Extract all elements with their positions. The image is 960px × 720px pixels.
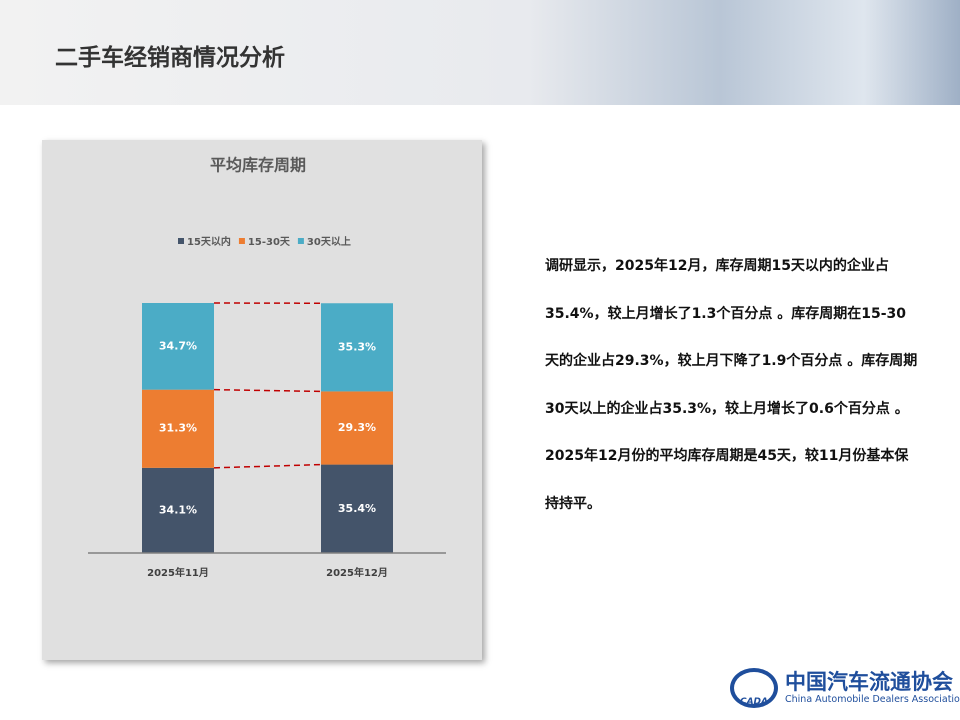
legend-label: 30天以上 [307,235,351,248]
header-band [0,0,960,105]
connector [213,463,322,469]
legend-swatch [238,238,245,244]
slide-title: 二手车经销商情况分析 [55,45,285,71]
x-tick-label: 2025年11月 [147,566,209,579]
legend-label: 15天以内 [187,235,231,248]
bar-segment [321,303,393,392]
value-label: 29.3% [338,421,376,434]
legend-swatch [178,238,184,244]
connector [213,388,322,393]
legend-swatch [297,238,304,244]
chart-panel [42,140,482,660]
x-tick-label: 2025年12月 [326,566,388,579]
value-label: 31.3% [159,422,197,435]
bar-segment [321,464,393,553]
logo: CADA 中国汽车流通协会 China Automobile Dealers A… [730,660,960,715]
paragraph: 调研显示，2025年12月，库存周期15天以内的企业占35.4%，较上月增长了1… [545,258,918,417]
bar-segment [142,389,214,468]
value-label: 35.4% [338,502,376,515]
value-label: 35.3% [338,340,376,353]
value-label: 34.7% [159,339,197,352]
legend-label: 15-30天 [248,236,291,248]
logo-name-en: China Automobile Dealers Association [785,694,960,705]
chart: 平均库存周期 15天以内 15-30天 30天以上 34.1% 31.3% 34.7% 20… [88,156,446,579]
paragraph: 2025年12月份的平均库存周期是45天，较11月份基本保持持平。 [545,448,909,512]
logo-mark: CADA [730,668,778,708]
bar-segment [142,467,214,553]
description: 调研显示，2025年12月，库存周期15天以内的企业占35.4%，较上月增长了1… [545,243,920,528]
bar-segment [321,391,393,465]
value-label: 34.1% [159,503,197,516]
chart-title: 平均库存周期 [210,156,306,175]
logo-name-cn: 中国汽车流通协会 [785,669,953,694]
bar-segment [142,303,214,390]
